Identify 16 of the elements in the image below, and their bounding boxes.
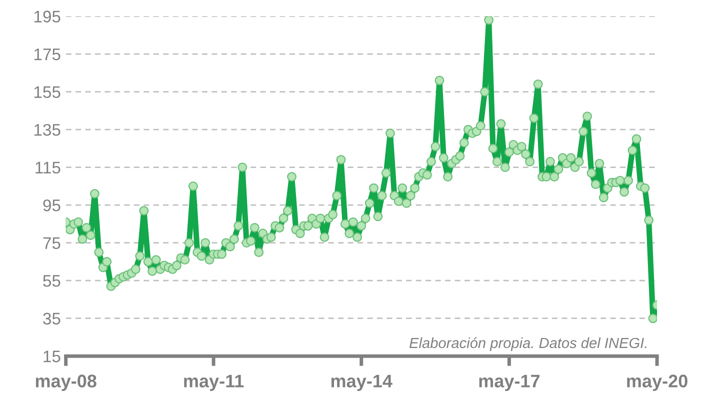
annotation: Elaboración propia. Datos del INEGI.	[409, 337, 646, 352]
y-tick-label: 155	[34, 86, 60, 98]
y-tick-label: 135	[34, 124, 60, 136]
x-tick-label: may-17	[479, 374, 540, 392]
y-tick-label: 195	[34, 10, 60, 22]
x-tick-label: may-20	[627, 374, 688, 392]
y-tick-label: 95	[43, 199, 60, 212]
x-tick-label: may-08	[36, 374, 96, 392]
y-tick-label: 75	[43, 237, 60, 250]
x-tick-label: may-14	[331, 374, 392, 392]
x-tick-label: may-11	[184, 374, 244, 392]
y-tick-label: 15	[44, 350, 60, 362]
y-tick-label: 175	[34, 48, 60, 60]
y-tick-label: 35	[43, 312, 60, 325]
y-tick-label: 55	[43, 275, 60, 287]
y-tick-label: 115	[36, 162, 60, 174]
